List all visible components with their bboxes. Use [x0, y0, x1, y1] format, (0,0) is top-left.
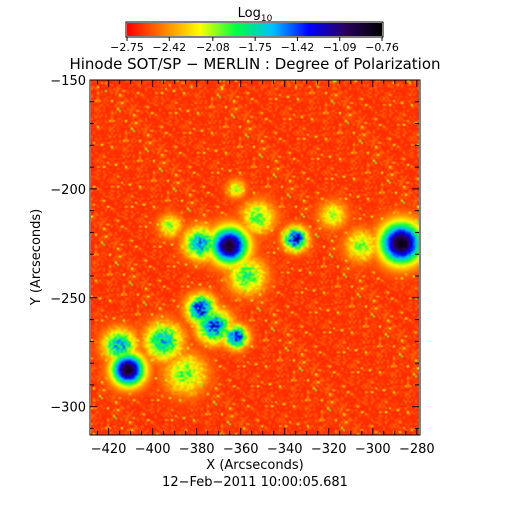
heatmap-image [91, 80, 419, 435]
colorbar-tick-label: −0.76 [365, 41, 399, 54]
colorbar-tick-label: −1.09 [323, 41, 357, 54]
x-tick-label: −320 [311, 442, 347, 457]
colorbar-tick-label: −2.42 [152, 41, 186, 54]
y-tick-label: −200 [50, 183, 86, 198]
colorbar-label-subscript: 10 [261, 14, 273, 24]
colorbar-ticks: −2.75 −2.42 −2.08 −1.75 −1.42 −1.09 −0.76 [110, 37, 399, 54]
x-tick-label: −380 [179, 442, 215, 457]
chart-title: Hinode SOT/SP − MERLIN : Degree of Polar… [69, 55, 440, 73]
colorbar-label: Log10 [238, 6, 273, 24]
colorbar-label-base: Log [238, 6, 261, 21]
x-tick-label: −280 [399, 442, 435, 457]
x-tick-label: −340 [267, 442, 303, 457]
y-tick-label: −300 [50, 401, 86, 416]
y-axis: −150 −200 −250 −300 [50, 74, 419, 429]
y-tick-label: −150 [50, 74, 86, 89]
x-axis: −420 −400 −380 −360 −340 −320 −300 −280 [91, 80, 435, 457]
x-tick-label: −420 [91, 442, 127, 457]
y-axis-label: Y (Arcseconds) [29, 209, 44, 306]
colorbar-frame [125, 21, 384, 38]
colorbar-tick-label: −2.75 [110, 41, 144, 54]
colorbar-tick-label: −1.75 [238, 41, 272, 54]
y-tick-label: −250 [50, 292, 86, 307]
x-tick-label: −400 [135, 442, 171, 457]
colorbar-gradient [127, 23, 382, 36]
x-tick-label: −300 [355, 442, 391, 457]
colorbar-tick-label: −2.08 [196, 41, 230, 54]
observation-timestamp: 12−Feb−2011 10:00:05.681 [162, 475, 348, 490]
x-tick-label: −360 [223, 442, 259, 457]
plot-frame [89, 79, 421, 436]
colorbar-tick-label: −1.42 [281, 41, 315, 54]
colorbar: Log10 −2.75 −2.42 −2.08 −1.75 −1.42 −1.09 −0.7… [110, 6, 399, 54]
x-axis-label: X (Arcseconds) [206, 458, 303, 473]
